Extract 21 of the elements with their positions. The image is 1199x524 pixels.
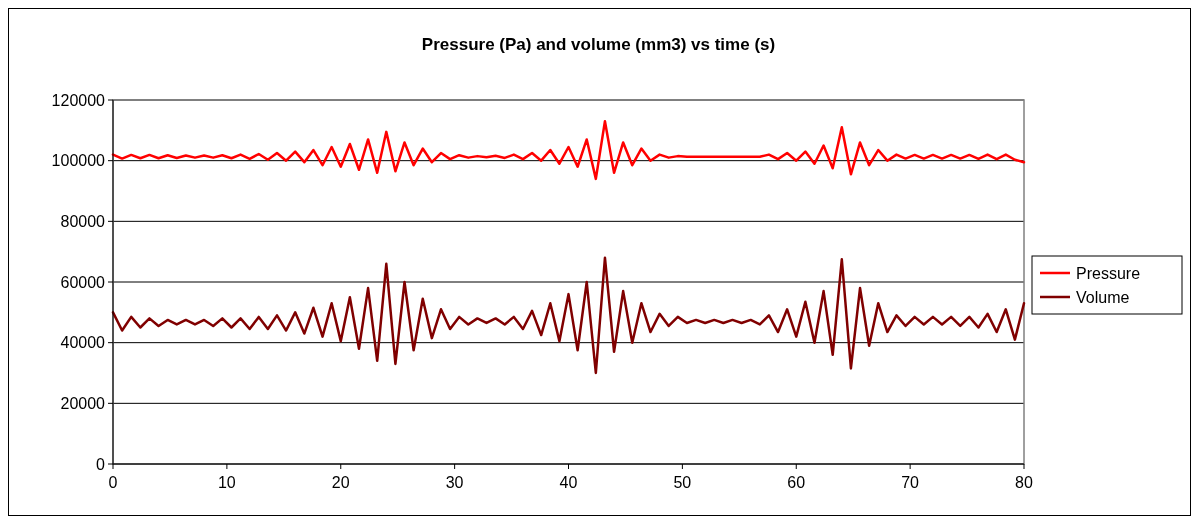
x-tick-label: 20 <box>331 474 350 491</box>
y-tick-label: 60000 <box>60 273 106 291</box>
x-tick-label: 10 <box>217 474 236 491</box>
chart-title: Pressure (Pa) and volume (mm3) vs time (s) <box>421 35 776 54</box>
line-series <box>111 119 1026 181</box>
legend-label: Volume <box>1076 288 1130 306</box>
x-tick-label: 60 <box>787 474 806 491</box>
x-tick-label: 40 <box>559 474 578 491</box>
x-tick-label: 70 <box>901 474 920 491</box>
y-tick-label: 40000 <box>60 334 106 352</box>
legend-label: Pressure <box>1076 264 1141 282</box>
y-tick-label: 120000 <box>51 91 106 109</box>
line-series <box>111 256 1026 375</box>
x-tick-label: 80 <box>1015 474 1033 491</box>
y-tick-label: 80000 <box>60 212 106 230</box>
x-tick-label: 50 <box>673 474 692 491</box>
y-tick-label: 20000 <box>60 394 106 412</box>
x-tick-label: 0 <box>108 474 118 491</box>
y-tick-label: 0 <box>96 455 106 473</box>
y-tick-label: 100000 <box>51 152 106 170</box>
x-tick-label: 30 <box>445 474 464 491</box>
